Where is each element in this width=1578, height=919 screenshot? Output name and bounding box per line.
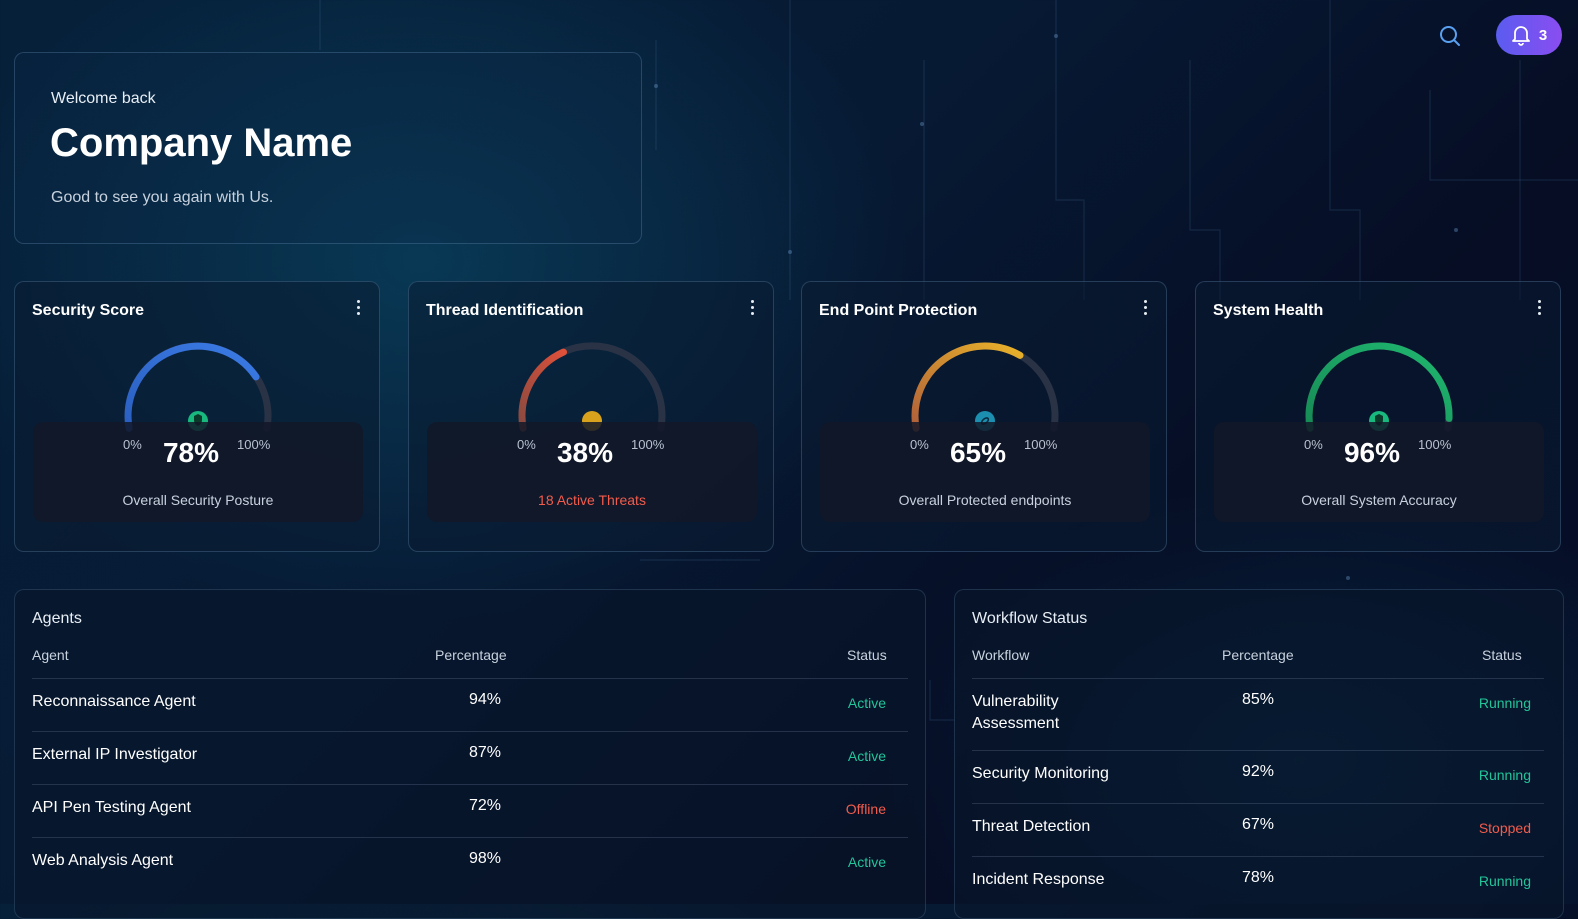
- metric-value: 65%: [949, 437, 1007, 468]
- search-icon: [1440, 26, 1460, 46]
- row-name: External IP Investigator: [32, 746, 198, 763]
- column-header-percentage: Percentage: [1222, 647, 1294, 663]
- row-status: Active: [847, 854, 886, 870]
- row-status: Stopped: [1478, 820, 1531, 836]
- gauge-max-label: 100%: [1024, 437, 1058, 452]
- notifications-button[interactable]: 3: [1496, 15, 1562, 55]
- metric-caption: Overall Security Posture: [122, 492, 274, 508]
- gauge-chart: [911, 342, 1059, 432]
- row-status: Offline: [845, 801, 886, 817]
- row-percentage: 87%: [468, 744, 502, 761]
- bell-icon: [1511, 26, 1530, 46]
- gauge-chart: [1305, 342, 1453, 432]
- welcome-greeting: Welcome back: [51, 90, 156, 107]
- row-status: Active: [847, 695, 886, 711]
- gauge-min-label: 0%: [123, 437, 142, 452]
- metric-card-2: End Point Protection 0% 65% 100% Overall…: [801, 281, 1167, 552]
- table-row[interactable]: API Pen Testing Agent 72% Offline: [32, 784, 908, 838]
- workflow-title: Workflow Status: [972, 610, 1088, 627]
- metric-value: 78%: [162, 437, 220, 468]
- row-name: Incident Response: [972, 871, 1105, 888]
- row-status: Running: [1478, 695, 1531, 711]
- table-row[interactable]: Reconnaissance Agent 94% Active: [32, 678, 908, 732]
- metric-card-1: Thread Identification 0% 38% 100% 18 Act…: [408, 281, 774, 552]
- table-row[interactable]: Vulnerability Assessment 85% Running: [972, 678, 1544, 751]
- row-status: Running: [1478, 767, 1531, 783]
- table-row[interactable]: Security Monitoring 92% Running: [972, 750, 1544, 804]
- column-header-workflow: Workflow: [972, 647, 1030, 663]
- agents-title: Agents: [32, 610, 82, 627]
- more-options-icon[interactable]: [747, 298, 757, 318]
- metric-value-panel: 0% 96% 100% Overall System Accuracy: [1214, 422, 1544, 522]
- table-row[interactable]: Incident Response 78% Running: [972, 856, 1544, 910]
- welcome-card: Welcome back Company Name Good to see yo…: [14, 52, 642, 244]
- gauge-fill: [1305, 342, 1453, 432]
- column-header-percentage: Percentage: [435, 647, 507, 663]
- metric-caption: Overall Protected endpoints: [898, 492, 1072, 508]
- gauge-chart: [124, 342, 272, 432]
- gauge-chart: [518, 342, 666, 432]
- gauge-min-label: 0%: [910, 437, 929, 452]
- metric-card-3: System Health 0% 96% 100% Overall System…: [1195, 281, 1561, 552]
- agents-panel: Agents Agent Percentage Status Reconnais…: [14, 589, 926, 919]
- row-percentage: 85%: [1241, 691, 1275, 708]
- metric-caption: 18 Active Threats: [538, 492, 646, 508]
- metric-value-panel: 0% 38% 100% 18 Active Threats: [427, 422, 757, 522]
- column-header-agent: Agent: [32, 647, 69, 663]
- row-percentage: 78%: [1241, 869, 1275, 886]
- table-row[interactable]: Threat Detection 67% Stopped: [972, 803, 1544, 857]
- gauge-max-label: 100%: [631, 437, 665, 452]
- row-name: Reconnaissance Agent: [32, 693, 196, 710]
- metric-value-panel: 0% 78% 100% Overall Security Posture: [33, 422, 363, 522]
- row-name: Threat Detection: [972, 818, 1091, 835]
- gauge-fill: [124, 342, 260, 432]
- row-percentage: 67%: [1241, 816, 1275, 833]
- row-name: Web Analysis Agent: [32, 852, 174, 869]
- more-options-icon[interactable]: [1534, 298, 1544, 318]
- gauge-max-label: 100%: [237, 437, 271, 452]
- table-row[interactable]: External IP Investigator 87% Active: [32, 731, 908, 785]
- row-name: Vulnerability Assessment: [972, 693, 1060, 732]
- workflow-panel: Workflow Status Workflow Percentage Stat…: [954, 589, 1564, 919]
- metric-card-0: Security Score 0% 78% 100% Overall Secur…: [14, 281, 380, 552]
- table-row[interactable]: Web Analysis Agent 98% Active: [32, 837, 908, 891]
- row-percentage: 72%: [468, 797, 502, 814]
- metric-title: End Point Protection: [819, 302, 978, 319]
- metric-title: Thread Identification: [426, 302, 584, 319]
- row-status: Active: [847, 748, 886, 764]
- metric-value: 38%: [556, 437, 614, 468]
- gauge-max-label: 100%: [1418, 437, 1452, 452]
- column-header-status: Status: [1482, 647, 1522, 663]
- row-percentage: 92%: [1241, 763, 1275, 780]
- metric-value: 96%: [1343, 437, 1401, 468]
- metric-title: System Health: [1213, 302, 1324, 319]
- gauge-min-label: 0%: [517, 437, 536, 452]
- metric-title: Security Score: [32, 302, 145, 319]
- metric-value-panel: 0% 65% 100% Overall Protected endpoints: [820, 422, 1150, 522]
- row-status: Running: [1478, 873, 1531, 889]
- gauge-fill: [518, 348, 567, 432]
- gauge-fill: [911, 342, 1024, 432]
- row-name: Security Monitoring: [972, 765, 1109, 782]
- gauge-min-label: 0%: [1304, 437, 1323, 452]
- welcome-subtitle: Good to see you again with Us.: [51, 189, 274, 206]
- column-header-status: Status: [847, 647, 887, 663]
- more-options-icon[interactable]: [1140, 298, 1150, 318]
- row-percentage: 94%: [468, 691, 502, 708]
- row-percentage: 98%: [468, 850, 502, 867]
- row-name: API Pen Testing Agent: [32, 799, 191, 816]
- more-options-icon[interactable]: [353, 298, 363, 318]
- metric-caption: Overall System Accuracy: [1301, 492, 1457, 508]
- company-name: Company Name: [50, 121, 353, 165]
- search-button[interactable]: [1436, 22, 1464, 50]
- notification-count: 3: [1538, 26, 1548, 44]
